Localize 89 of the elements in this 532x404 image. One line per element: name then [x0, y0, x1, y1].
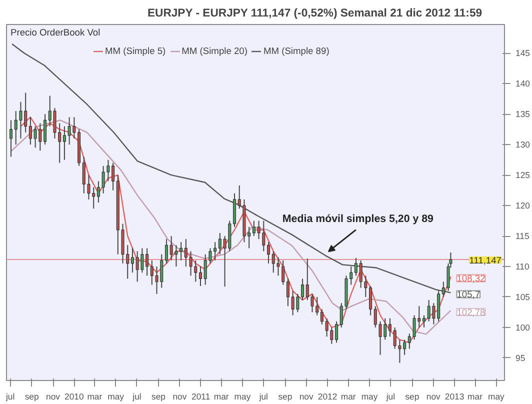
candlestick [320, 308, 324, 325]
candlestick [44, 114, 47, 146]
candlestick [272, 250, 275, 274]
data-label: 105,7 [456, 290, 480, 300]
candlestick [262, 220, 266, 252]
y-tick-label: 130 [516, 140, 530, 150]
candlestick [354, 257, 358, 276]
data-label: 108,32 [456, 274, 486, 284]
candlestick [208, 248, 212, 264]
candlestick [316, 296, 319, 316]
x-tick-label: jul [258, 392, 268, 402]
candlestick [310, 293, 314, 313]
candlestick [214, 242, 217, 261]
legend-label: MM (Simple 5) [105, 46, 166, 56]
y-tick-label: 110 [516, 262, 530, 272]
x-tick-label: nov [172, 392, 188, 402]
candlestick [194, 260, 198, 282]
candlestick [180, 242, 183, 261]
candlestick [388, 318, 392, 338]
candlestick [204, 254, 207, 286]
x-tick-label: 2010 [64, 392, 84, 402]
ref-line-label: 111,147 [469, 256, 502, 266]
candlestick [238, 184, 241, 210]
x-tick-label: 2011 [192, 392, 210, 402]
x-tick-label: sep [405, 392, 420, 402]
candlestick [252, 220, 256, 237]
candlestick [403, 339, 406, 356]
candlestick [96, 180, 100, 203]
legend-label: MM (Simple 20) [182, 46, 248, 56]
y-tick-label: 95 [516, 352, 526, 363]
candlestick [106, 159, 110, 182]
candlestick [325, 318, 328, 338]
y-tick-label: 100 [516, 322, 530, 332]
annotation: Media móvil simples 5,20 y 89 [282, 212, 434, 225]
y-tick-label: 105 [516, 292, 530, 302]
y-tick-label: 140 [516, 78, 530, 89]
candlestick [130, 248, 134, 274]
y-tick-label: 125 [516, 170, 530, 180]
y-tick-label: 145 [516, 48, 530, 58]
x-tick-label: may [234, 392, 252, 402]
candlestick [267, 242, 270, 264]
y-tick-label: 135 [516, 109, 530, 120]
candlestick [369, 286, 372, 316]
x-tick-label: jul [4, 392, 15, 402]
x-tick-label: may [361, 392, 378, 402]
x-tick-label: mar [340, 392, 356, 402]
x-tick-label: may [108, 392, 125, 402]
candlestick [276, 256, 280, 276]
candlestick [112, 162, 115, 191]
x-tick-label: 2012 [318, 392, 338, 402]
candlestick [102, 165, 105, 194]
candlestick [422, 314, 426, 328]
x-tick-label: nov [299, 392, 314, 402]
y-tick-label: 115 [516, 231, 530, 242]
y-tick-label: 120 [516, 200, 530, 211]
candlestick [189, 250, 192, 276]
x-tick-label: nov [426, 392, 442, 402]
candlestick [408, 333, 411, 350]
candlestick [257, 220, 260, 240]
candlestick [330, 326, 334, 344]
candlestick [282, 260, 285, 286]
candlestick [62, 126, 66, 160]
candlestick [198, 266, 202, 287]
line-series [11, 43, 452, 294]
candlestick [28, 116, 32, 146]
x-tick-label: sep [278, 392, 292, 402]
legend-label: MM (Simple 89) [263, 46, 330, 56]
candlestick [374, 306, 377, 328]
x-tick-label: mar [87, 392, 102, 402]
candlestick [9, 120, 13, 158]
candlestick [301, 278, 304, 301]
candlestick [146, 248, 149, 276]
x-tick-label: nov [46, 392, 61, 402]
candlestick [340, 302, 343, 328]
candlestick [286, 278, 290, 307]
x-tick-label: mar [214, 392, 229, 402]
candlestick [306, 258, 309, 301]
x-tick-label: may [488, 392, 506, 402]
x-tick-label: jul [132, 392, 142, 402]
candlestick [164, 238, 168, 264]
candlestick [184, 238, 188, 268]
x-tick-label: sep [152, 392, 166, 402]
x-tick-label: sep [24, 392, 39, 402]
x-tick-label: jul [385, 392, 396, 402]
x-tick-label: mar [468, 392, 483, 402]
chart-title: EURJPY - EURJPY 111,147 (-0,52%) Semanal 21 dic 2012 11:59 [147, 8, 482, 20]
candlestick [335, 320, 338, 344]
x-tick-label: 2013 [444, 392, 464, 402]
legend-title: Precio OrderBook Vol [10, 28, 100, 38]
